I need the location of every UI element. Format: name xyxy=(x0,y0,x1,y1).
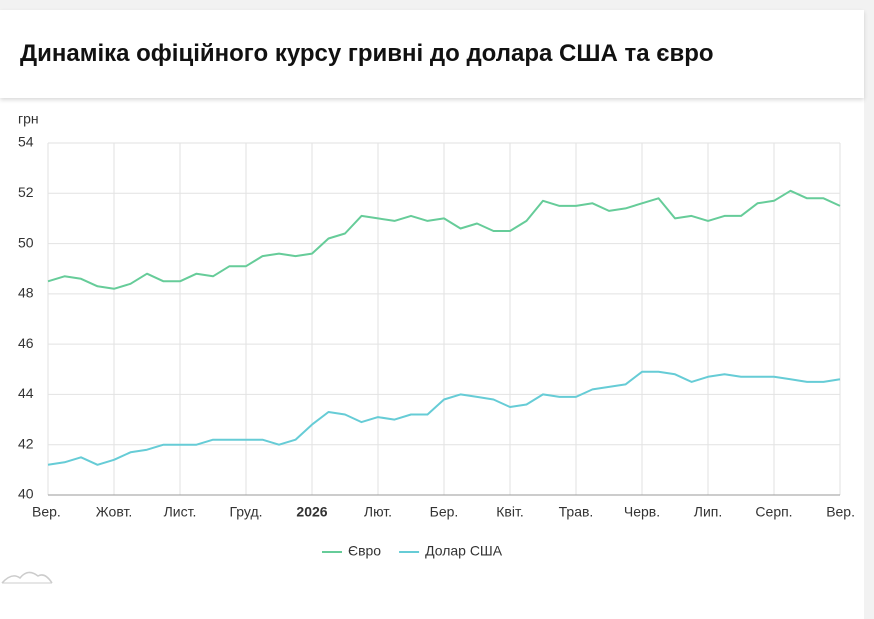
y-tick-label: 54 xyxy=(18,134,34,150)
y-tick-label: 40 xyxy=(18,486,34,502)
x-tick-label: Лют. xyxy=(364,504,392,520)
x-tick-label: Вер. xyxy=(32,504,61,520)
series-line xyxy=(47,370,841,466)
card xyxy=(0,10,864,619)
header: Динаміка офіційного курсу гривні до дола… xyxy=(0,10,864,98)
x-tick-label: Лип. xyxy=(694,504,722,520)
y-tick-label: 50 xyxy=(18,234,34,250)
x-tick-label: Серп. xyxy=(755,504,792,520)
x-tick-label: Груд. xyxy=(229,504,262,520)
y-tick-label: 42 xyxy=(18,435,34,451)
y-tick-label: 44 xyxy=(18,385,34,401)
y-tick-label: 48 xyxy=(18,285,34,301)
chart-title: Динаміка офіційного курсу гривні до дола… xyxy=(20,40,714,67)
legend-label: Євро xyxy=(348,543,381,559)
y-tick-label: 46 xyxy=(18,335,34,351)
x-tick-label: Лист. xyxy=(164,504,197,520)
legend-label: Долар США xyxy=(425,543,503,559)
x-tick-label: Трав. xyxy=(559,504,594,520)
x-tick-label: Бер. xyxy=(430,504,459,520)
x-tick-label: 2026 xyxy=(296,504,327,520)
series-line xyxy=(47,189,841,290)
x-tick-label: Вер. xyxy=(826,504,855,520)
x-tick-label: Жовт. xyxy=(96,504,132,520)
y-axis-label: грн xyxy=(18,111,39,127)
x-tick-label: Квіт. xyxy=(496,504,523,520)
x-tick-label: Черв. xyxy=(624,504,660,520)
logo xyxy=(1,571,53,584)
y-tick-label: 52 xyxy=(18,184,34,200)
